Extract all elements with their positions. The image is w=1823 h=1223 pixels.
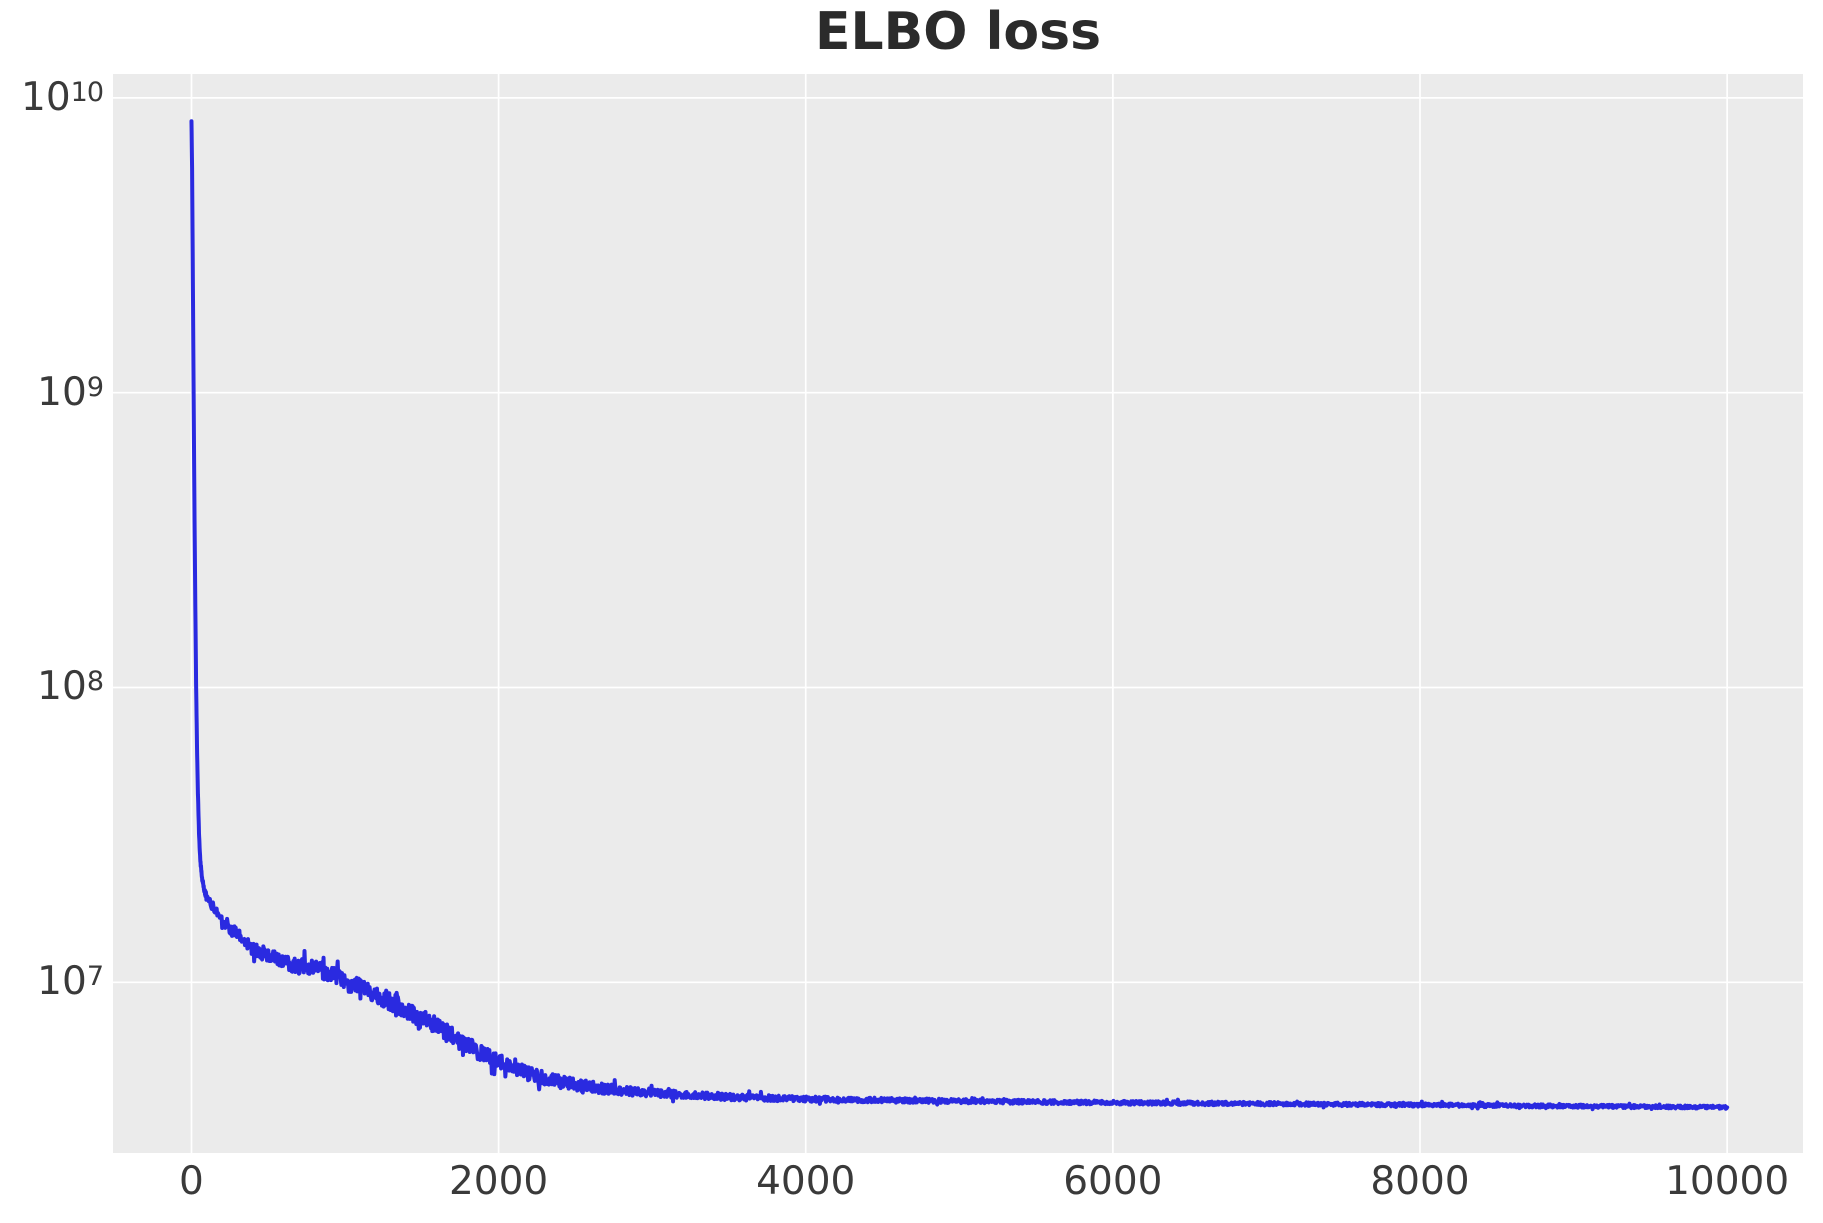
y-tick-label: 108: [37, 664, 104, 710]
x-tick-label: 0: [179, 1159, 204, 1204]
chart-canvas: [113, 74, 1803, 1153]
y-tick-label: 109: [37, 369, 104, 415]
loss-curve: [189, 119, 1730, 1112]
x-tick-label: 6000: [1063, 1159, 1163, 1204]
plot-area: [113, 74, 1803, 1153]
y-tick-label: 1010: [21, 74, 104, 120]
chart-title: ELBO loss: [814, 2, 1102, 62]
x-tick-label: 2000: [448, 1159, 549, 1204]
x-tick-label: 8000: [1370, 1159, 1470, 1204]
x-tick-label: 4000: [756, 1159, 856, 1204]
x-tick-label: 10000: [1665, 1159, 1790, 1204]
y-tick-label: 107: [37, 959, 104, 1005]
